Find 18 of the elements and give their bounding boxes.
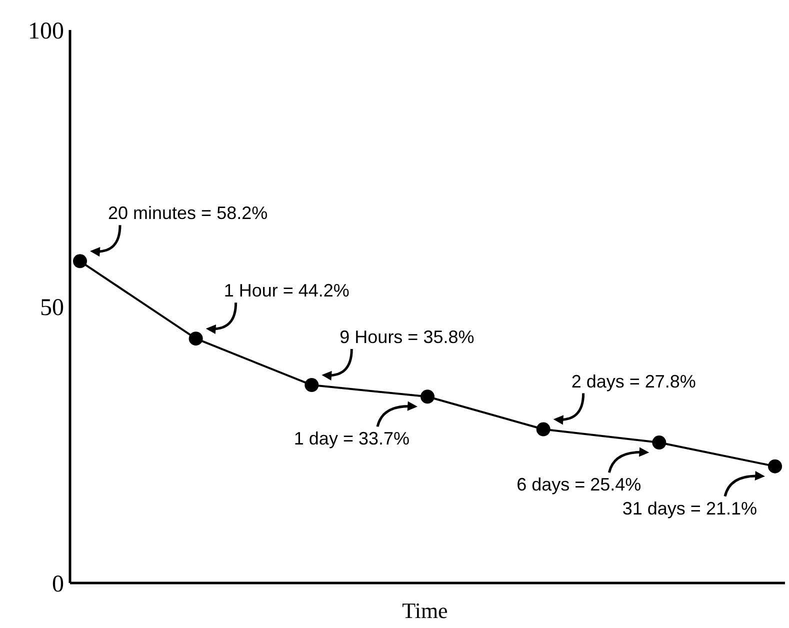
y-tick-label: 50 — [40, 294, 64, 321]
data-label: 9 Hours = 35.8% — [340, 327, 474, 348]
point — [73, 254, 87, 268]
point — [420, 390, 434, 404]
data-label: 1 day = 33.7% — [294, 428, 410, 449]
point — [652, 436, 666, 450]
y-tick-label: 0 — [52, 571, 64, 598]
point — [768, 459, 782, 474]
x-axis-title: Time — [402, 598, 448, 623]
point — [536, 422, 550, 436]
y-tick-label: 100 — [28, 18, 64, 44]
data-label: 20 minutes = 58.2% — [108, 203, 268, 224]
data-label: 6 days = 25.4% — [516, 474, 642, 495]
point — [188, 332, 203, 346]
data-label: 31 days = 21.1% — [622, 498, 757, 518]
data-label: 1 Hour = 44.2% — [224, 280, 350, 301]
point — [304, 378, 319, 392]
data-label: 2 days = 27.8% — [571, 371, 696, 392]
